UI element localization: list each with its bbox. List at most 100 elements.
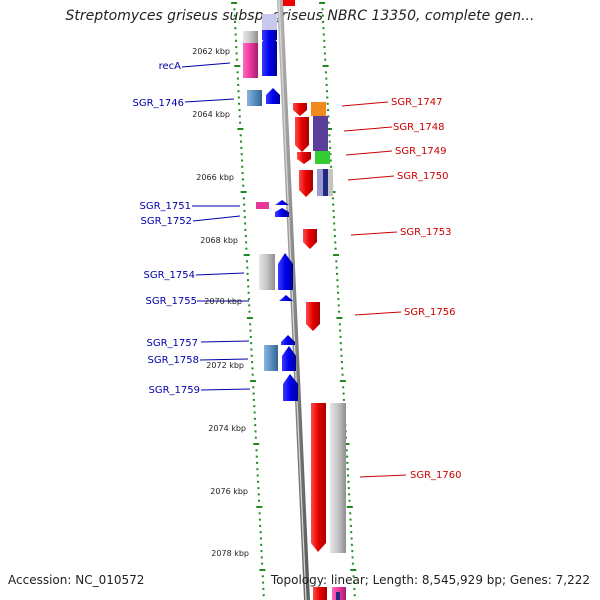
- gene-arrow-SGR_1756[interactable]: [306, 302, 320, 331]
- scale-tick: [322, 20, 325, 23]
- scale-tick: [256, 474, 259, 477]
- scale-tick: [334, 247, 337, 250]
- scale-tick: [247, 291, 250, 294]
- scale-tick: [349, 524, 352, 527]
- scale-tick: [260, 556, 263, 559]
- scale-tick: [325, 83, 328, 86]
- scale-tick: [335, 266, 338, 269]
- scale-tick: [252, 392, 255, 395]
- gene-arrow-SGR_1746[interactable]: [266, 88, 280, 104]
- scale-tick: [254, 436, 257, 439]
- scale-tick: [257, 480, 259, 483]
- leader-line: [359, 474, 407, 478]
- gene-label-recA[interactable]: recA: [159, 61, 182, 72]
- scale-tick: [323, 39, 326, 42]
- gene-arrow-SGR_1755[interactable]: [279, 295, 293, 301]
- scale-tick: [238, 109, 241, 112]
- gene-arrow-SGR_1749[interactable]: [297, 152, 311, 164]
- gene-label-SGR_1760[interactable]: SGR_1760: [410, 470, 462, 481]
- scale-tick: [340, 354, 343, 357]
- scale-tick: [235, 46, 238, 49]
- leader-line: [199, 358, 249, 361]
- scale-tick: [324, 71, 327, 74]
- gene-partial-top: [283, 0, 295, 6]
- scale-tick: [237, 83, 240, 86]
- scale-tick: [333, 228, 336, 231]
- genome-summary-text: Topology: linear; Length: 8,545,929 bp; …: [270, 573, 590, 587]
- gene-partial-bottom: [313, 587, 327, 600]
- gene-label-SGR_1750[interactable]: SGR_1750: [397, 171, 449, 182]
- gene-arrow-SGR_1751[interactable]: [275, 200, 289, 205]
- gene-arrow-SGR_1757[interactable]: [281, 335, 295, 345]
- scale-tick: [336, 285, 339, 288]
- scale-tick: [246, 266, 249, 269]
- scale-tick: [348, 499, 351, 502]
- gene-arrow-recA[interactable]: [262, 31, 277, 76]
- scale-tick: [241, 178, 244, 181]
- gene-arrow-SGR_1748[interactable]: [295, 117, 309, 152]
- gene-arrow-SGR_1754[interactable]: [278, 253, 293, 290]
- gene-label-SGR_1751[interactable]: SGR_1751: [140, 201, 192, 212]
- scale-label: 2066 kbp: [196, 173, 234, 182]
- gene-arrow-SGR_1747[interactable]: [293, 103, 307, 116]
- gene-label-SGR_1747[interactable]: SGR_1747: [391, 97, 443, 108]
- scale-tick: [260, 543, 263, 546]
- cog-box: [330, 403, 346, 553]
- gene-label-SGR_1752[interactable]: SGR_1752: [141, 216, 193, 227]
- cog-box: [264, 345, 278, 371]
- leader-line: [192, 215, 241, 222]
- scale-tick: [234, 27, 237, 30]
- scale-tick: [262, 581, 265, 584]
- gene-labels-left: recA SGR_1746 SGR_1751 SGR_1752 SGR_1754…: [133, 61, 201, 396]
- gene-label-SGR_1757[interactable]: SGR_1757: [147, 338, 199, 349]
- scale-tick: [235, 58, 238, 61]
- scale-tick: [235, 39, 237, 42]
- scale-tick: [347, 487, 350, 490]
- gene-label-SGR_1748[interactable]: SGR_1748: [393, 122, 445, 133]
- scale-tick: [258, 518, 261, 521]
- minus-strand-track: [262, 14, 298, 401]
- gene-labels-right: SGR_1747 SGR_1748 SGR_1749 SGR_1750 SGR_…: [391, 97, 462, 481]
- scale-tick: [322, 65, 329, 67]
- scale-tick: [241, 172, 244, 175]
- gene-label-SGR_1746[interactable]: SGR_1746: [133, 98, 185, 109]
- gene-arrow-SGR_1758[interactable]: [282, 346, 296, 371]
- cog-box: [243, 43, 258, 78]
- scale-tick: [260, 550, 263, 553]
- gene-arrow-SGR_1759[interactable]: [283, 374, 298, 401]
- gene-label-SGR_1759[interactable]: SGR_1759: [149, 385, 201, 396]
- gene-arrow-SGR_1750[interactable]: [299, 170, 313, 197]
- scale-tick: [256, 461, 259, 464]
- scale-tick: [234, 33, 237, 36]
- gene-label-SGR_1755[interactable]: SGR_1755: [146, 296, 198, 307]
- gene-label-SGR_1754[interactable]: SGR_1754: [144, 270, 196, 281]
- gene-arrow-SGR_1760[interactable]: [311, 403, 326, 552]
- gene-label-SGR_1749[interactable]: SGR_1749: [395, 146, 447, 157]
- scale-tick: [333, 254, 339, 256]
- gene-label-SGR_1756[interactable]: SGR_1756: [404, 307, 456, 318]
- gene-arrow-SGR_1752[interactable]: [275, 208, 289, 217]
- scale-tick: [248, 310, 251, 313]
- scale-tick: [243, 254, 250, 256]
- scale-tick: [350, 569, 357, 571]
- scale-tick: [322, 33, 325, 36]
- scale-tick: [233, 8, 236, 11]
- scale-tick: [328, 134, 331, 137]
- scale-tick: [259, 524, 262, 527]
- scale-tick: [346, 461, 349, 464]
- leader-line: [347, 175, 395, 181]
- scale-tick: [338, 323, 341, 326]
- scale-tick: [234, 65, 241, 67]
- gene-arrow-SGR_1753[interactable]: [303, 229, 317, 249]
- scale-tick: [254, 430, 257, 433]
- left-leaders: [181, 62, 251, 391]
- scale-tick: [352, 575, 355, 578]
- scale-tick: [246, 317, 253, 319]
- gene-label-SGR_1758[interactable]: SGR_1758: [148, 355, 200, 366]
- cog-box: [247, 90, 262, 106]
- scale-tick: [245, 247, 248, 250]
- gene-label-SGR_1753[interactable]: SGR_1753: [400, 227, 452, 238]
- scale-tick: [236, 71, 239, 74]
- scale-tick: [237, 90, 240, 93]
- scale-tick: [256, 468, 259, 471]
